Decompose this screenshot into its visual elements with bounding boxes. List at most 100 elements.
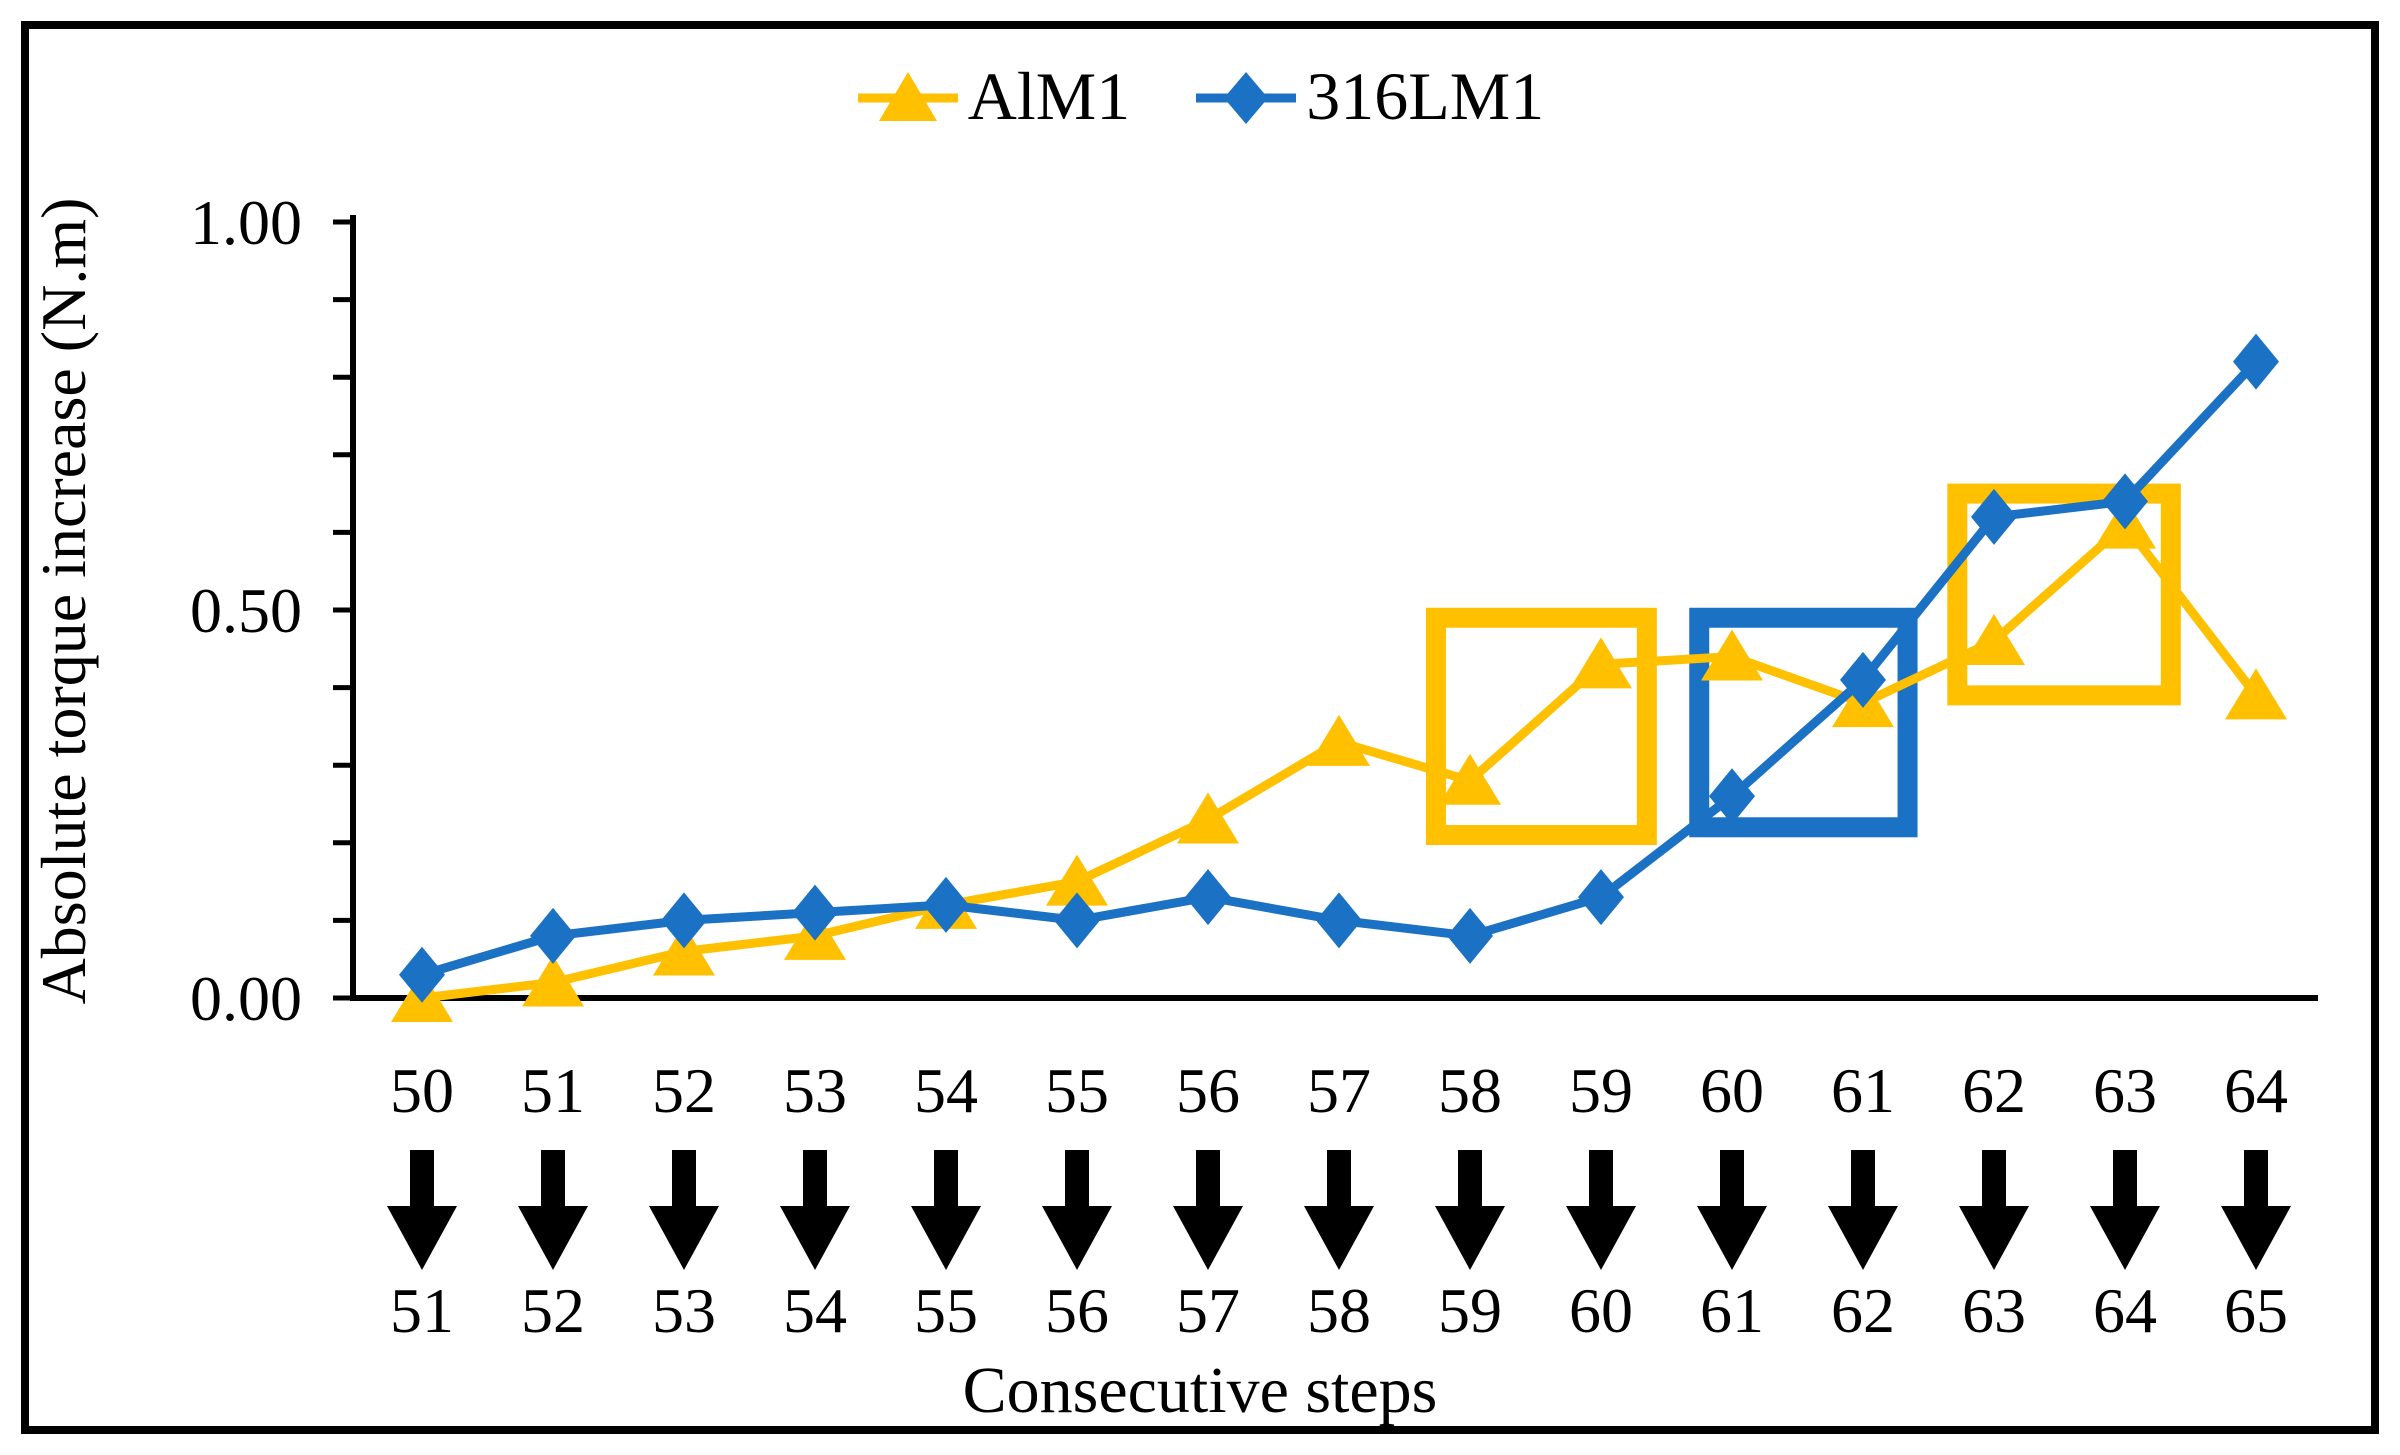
down-arrow-stem [672, 1150, 696, 1208]
down-arrow-stem [410, 1150, 434, 1208]
triangle-marker [1701, 629, 1763, 681]
triangle-marker [2225, 668, 2287, 720]
legend-label-alm1: AlM1 [967, 58, 1131, 134]
down-arrow-stem [1196, 1150, 1220, 1208]
down-arrow-stem [1589, 1150, 1613, 1208]
x-label-from: 63 [2093, 1055, 2157, 1126]
x-label-from: 64 [2224, 1055, 2288, 1126]
down-arrow-head [1959, 1206, 2029, 1270]
triangle-marker [1046, 854, 1108, 906]
series-markers-316LM1 [399, 333, 2279, 1003]
diamond-marker [2233, 333, 2279, 390]
down-arrow-head [2221, 1206, 2291, 1270]
down-arrow-icon [1828, 1150, 1898, 1270]
x-label-from: 51 [521, 1055, 585, 1126]
triangle-marker [522, 955, 584, 1007]
down-arrow-stem [1065, 1150, 1089, 1208]
down-arrow-head [911, 1206, 981, 1270]
y-tick-label: 0.50 [190, 575, 302, 646]
x-label-from: 56 [1176, 1055, 1240, 1126]
x-label-from: 53 [783, 1055, 847, 1126]
down-arrow-icon [1697, 1150, 1767, 1270]
down-arrow-icon [2221, 1150, 2291, 1270]
x-label-to: 56 [1045, 1275, 1109, 1346]
down-arrow-head [1697, 1206, 1767, 1270]
x-label-from: 57 [1307, 1055, 1371, 1126]
x-label-from: 59 [1569, 1055, 1633, 1126]
x-label-from: 58 [1438, 1055, 1502, 1126]
triangle-marker [1177, 792, 1239, 844]
x-label-to: 52 [521, 1275, 585, 1346]
down-arrow-icon [1959, 1150, 2029, 1270]
down-arrow-head [780, 1206, 850, 1270]
legend-triangle-marker-icon [857, 72, 958, 121]
x-label-from: 62 [1962, 1055, 2026, 1126]
x-label-to: 63 [1962, 1275, 2026, 1346]
diamond-marker [792, 884, 838, 941]
down-arrow-icon [387, 1150, 457, 1270]
legend-item-alm1: AlM1 [856, 62, 1130, 130]
legend-label-316lm1: 316LM1 [1306, 58, 1545, 134]
down-arrow-head [1566, 1206, 1636, 1270]
diamond-marker [1224, 72, 1269, 124]
diamond-marker [1447, 907, 1493, 964]
legend-diamond-marker-icon [1196, 72, 1297, 124]
x-label-to: 65 [2224, 1275, 2288, 1346]
triangle-marker [1308, 714, 1370, 766]
diamond-marker [1971, 488, 2017, 545]
down-arrow-stem [1327, 1150, 1351, 1208]
down-arrow-stem [1851, 1150, 1875, 1208]
down-arrow-head [387, 1206, 457, 1270]
diamond-marker [1578, 869, 1624, 926]
down-arrow-head [2090, 1206, 2160, 1270]
diamond-marker [2102, 473, 2148, 530]
down-arrow-stem [1982, 1150, 2006, 1208]
down-arrow-stem [2244, 1150, 2268, 1208]
highlight-box [1689, 607, 1918, 838]
x-label-to: 62 [1831, 1275, 1895, 1346]
x-label-to: 53 [652, 1275, 716, 1346]
down-arrow-icon [1173, 1150, 1243, 1270]
down-arrow-head [1042, 1206, 1112, 1270]
down-arrow-head [1435, 1206, 1505, 1270]
diamond-marker [1709, 768, 1755, 825]
down-arrow-icon [911, 1150, 981, 1270]
x-label-from: 55 [1045, 1055, 1109, 1126]
diamond-marker [1840, 651, 1886, 708]
x-label-to: 51 [390, 1275, 454, 1346]
down-arrow-head [1828, 1206, 1898, 1270]
highlight-box [1425, 607, 1657, 846]
x-label-from: 61 [1831, 1055, 1895, 1126]
x-label-from: 54 [914, 1055, 978, 1126]
down-arrow-stem [1720, 1150, 1744, 1208]
down-arrow-icon [1435, 1150, 1505, 1270]
down-arrow-icon [2090, 1150, 2160, 1270]
x-label-to: 64 [2093, 1275, 2157, 1346]
down-arrow-icon [518, 1150, 588, 1270]
legend: AlM1 316LM1 [0, 62, 2400, 130]
down-arrow-head [1173, 1206, 1243, 1270]
diamond-marker [1316, 892, 1362, 949]
down-arrow-icon [649, 1150, 719, 1270]
y-tick-label: 0.00 [190, 963, 302, 1034]
y-axis-title: Absolute torque increase (N.m) [28, 197, 99, 1005]
y-tick-label: 1.00 [190, 187, 302, 258]
down-arrow-stem [541, 1150, 565, 1208]
highlight-box [1947, 483, 2181, 706]
x-label-to: 59 [1438, 1275, 1502, 1346]
down-arrow-stem [934, 1150, 958, 1208]
down-arrow-stem [1458, 1150, 1482, 1208]
triangle-marker [878, 72, 937, 121]
diamond-marker [1185, 869, 1231, 926]
series-line-316LM1 [420, 358, 2260, 980]
down-arrow-icon [1304, 1150, 1374, 1270]
down-arrow-icon [1566, 1150, 1636, 1270]
triangle-marker [1963, 614, 2025, 666]
down-arrow-head [1304, 1206, 1374, 1270]
x-label-from: 60 [1700, 1055, 1764, 1126]
legend-item-316lm1: 316LM1 [1194, 62, 1544, 130]
down-arrow-stem [803, 1150, 827, 1208]
x-axis-title: Consecutive steps [962, 1354, 1438, 1427]
diamond-marker [661, 892, 707, 949]
